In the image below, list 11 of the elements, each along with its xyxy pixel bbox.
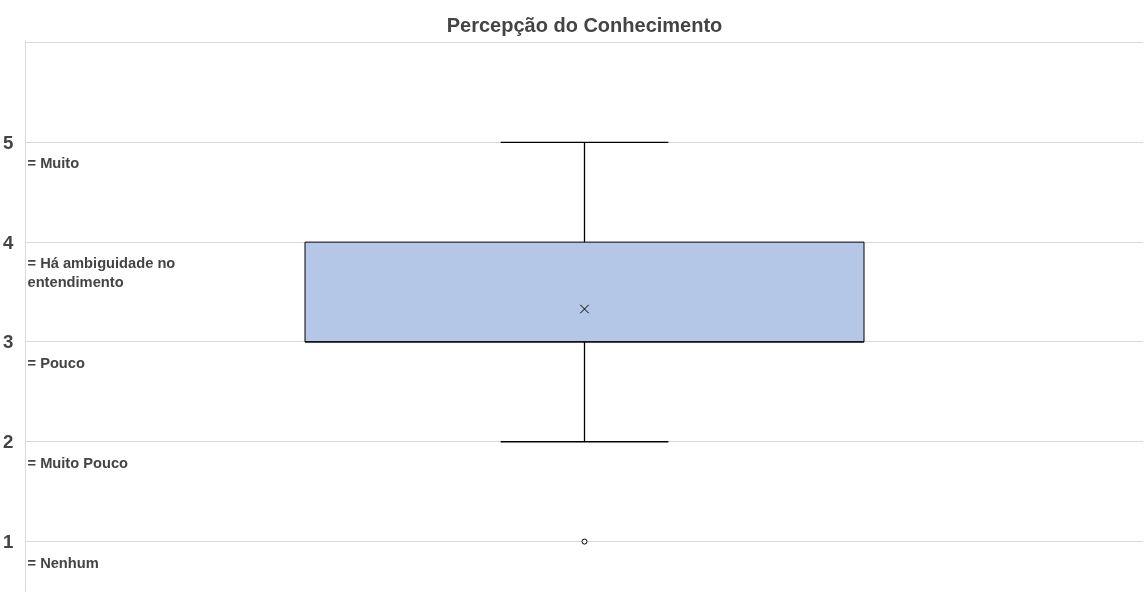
y-tick-label: 4	[3, 231, 15, 253]
annotation: = Muito Pouco	[27, 454, 129, 471]
chart-title: Percepção do Conhecimento	[446, 13, 723, 36]
y-tick-label: 3	[3, 331, 14, 353]
annotation: = Há ambiguidade no entendimento	[27, 255, 176, 291]
annotation: = Pouco	[27, 354, 85, 371]
y-tick-label: 5	[3, 131, 14, 153]
annotation: = Nenhum	[27, 554, 99, 571]
y-tick-label: 1	[3, 531, 14, 553]
y-tick-label: 2	[3, 431, 14, 453]
annotation: = Muito	[27, 155, 80, 172]
